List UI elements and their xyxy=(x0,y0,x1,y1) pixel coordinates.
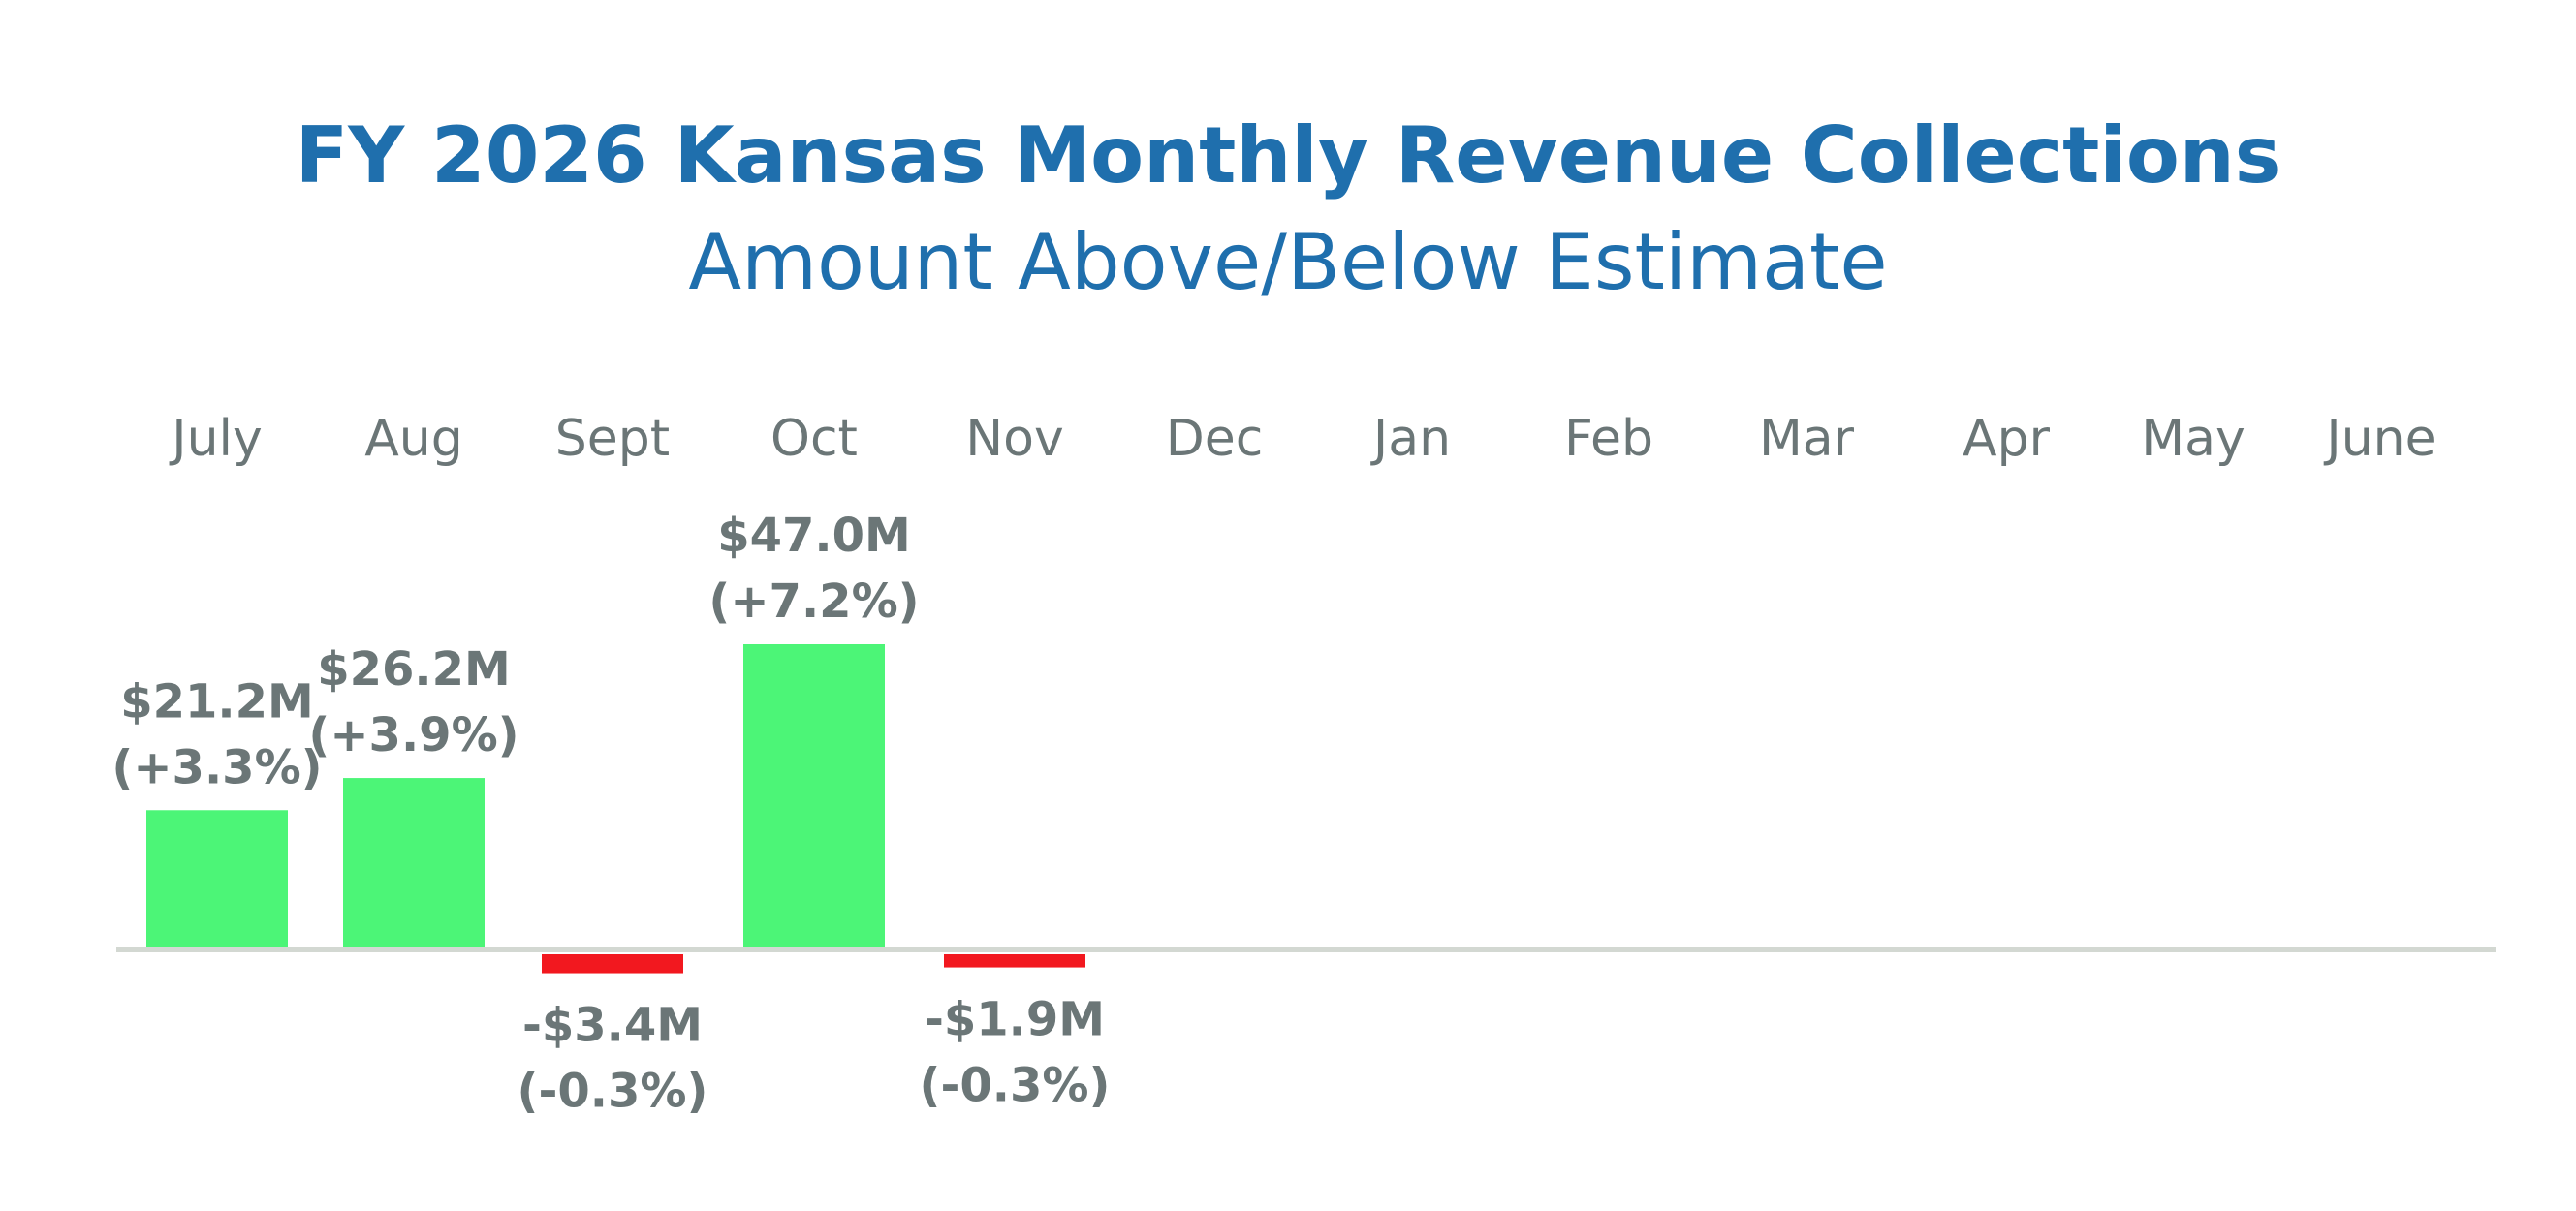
percent-label-aug: (+3.9%) xyxy=(308,708,518,762)
chart-title: FY 2026 Kansas Monthly Revenue Collectio… xyxy=(296,110,2281,201)
percent-label-oct: (+7.2%) xyxy=(708,574,919,629)
month-label-nov: Nov xyxy=(965,410,1064,468)
value-label-july: $21.2M xyxy=(120,674,314,729)
month-label-dec: Dec xyxy=(1166,410,1264,468)
value-label-sept: -$3.4M xyxy=(522,999,703,1053)
bar-july xyxy=(146,810,288,947)
percent-label-nov: (-0.3%) xyxy=(920,1059,1111,1113)
chart-subtitle: Amount Above/Below Estimate xyxy=(688,217,1887,307)
month-label-july: July xyxy=(169,410,263,468)
percent-label-july: (+3.3%) xyxy=(111,740,322,794)
data-labels: $21.2M (+3.3%) $26.2M (+3.9%) -$3.4M (-0.3%) $… xyxy=(111,509,1110,1119)
month-label-mar: Mar xyxy=(1759,410,1855,468)
month-label-feb: Feb xyxy=(1564,410,1653,468)
bar-nov xyxy=(944,954,1085,968)
bar-sept xyxy=(542,954,683,974)
month-label-sept: Sept xyxy=(555,410,670,468)
bar-aug xyxy=(343,778,485,947)
month-label-apr: Apr xyxy=(1963,410,2051,468)
percent-label-sept: (-0.3%) xyxy=(518,1065,708,1119)
month-label-oct: Oct xyxy=(770,410,858,468)
value-label-oct: $47.0M xyxy=(717,509,911,563)
month-axis-labels: July Aug Sept Oct Nov Dec Jan Feb Mar Apr May June xyxy=(169,410,2435,468)
bar-oct xyxy=(743,644,885,947)
value-label-nov: -$1.9M xyxy=(925,993,1105,1047)
month-label-aug: Aug xyxy=(364,410,463,468)
month-label-may: May xyxy=(2141,410,2246,468)
month-label-jan: Jan xyxy=(1370,410,1451,468)
value-label-aug: $26.2M xyxy=(317,642,511,697)
bar-series xyxy=(146,644,1085,974)
month-label-june: June xyxy=(2323,410,2435,468)
